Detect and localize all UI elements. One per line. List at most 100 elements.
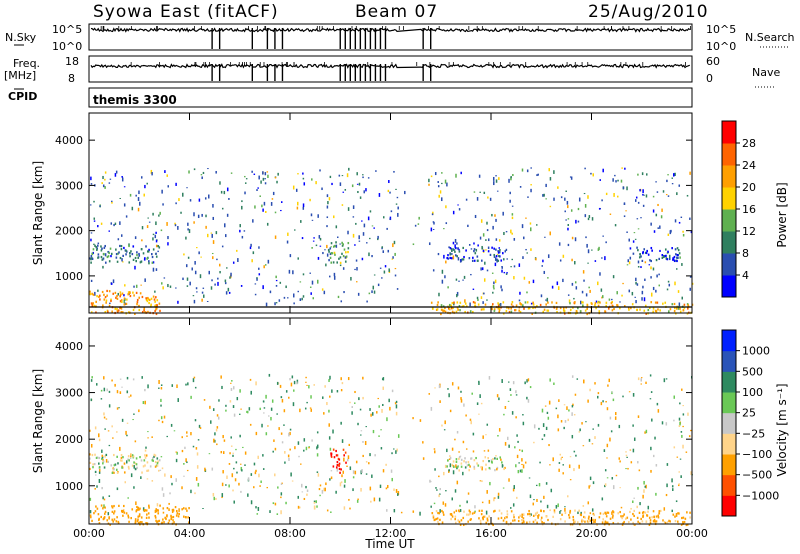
echo-pixel xyxy=(644,431,646,434)
y-tick-label: 3000 xyxy=(55,387,83,400)
echo-pixel xyxy=(366,300,368,303)
echo-pixel xyxy=(439,487,441,491)
echo-pixel xyxy=(652,307,655,310)
echo-pixel xyxy=(455,509,458,512)
echo-pixel xyxy=(404,190,406,195)
echo-pixel xyxy=(452,460,455,463)
echo-pixel xyxy=(644,511,647,514)
echo-pixel xyxy=(654,309,657,313)
echo-pixel xyxy=(601,257,603,259)
echo-pixel xyxy=(678,302,681,307)
echo-pixel xyxy=(103,412,105,416)
echo-pixel xyxy=(546,297,549,302)
echo-pixel xyxy=(492,225,494,230)
echo-pixel xyxy=(652,310,654,313)
echo-pixel xyxy=(465,414,467,417)
colorbar-swatch xyxy=(722,412,736,434)
echo-pixel xyxy=(562,309,565,312)
echo-pixel xyxy=(244,182,247,184)
echo-pixel xyxy=(642,193,644,196)
echo-pixel xyxy=(673,309,676,313)
echo-pixel xyxy=(591,217,594,221)
echo-pixel xyxy=(96,456,99,459)
echo-pixel xyxy=(362,174,364,176)
echo-pixel xyxy=(155,244,158,248)
echo-pixel xyxy=(472,450,475,453)
echo-pixel xyxy=(593,520,595,523)
echo-pixel xyxy=(347,455,350,460)
echo-pixel xyxy=(135,463,138,466)
echo-pixel xyxy=(289,431,291,436)
echo-pixel xyxy=(164,170,166,173)
echo-pixel xyxy=(495,175,497,177)
echo-pixel xyxy=(332,448,335,451)
echo-pixel xyxy=(155,510,158,513)
echo-pixel xyxy=(678,471,680,473)
echo-pixel xyxy=(606,457,608,459)
echo-pixel xyxy=(222,470,224,474)
echo-pixel xyxy=(632,393,635,397)
echo-pixel xyxy=(355,460,358,464)
echo-pixel xyxy=(154,509,157,513)
echo-pixel xyxy=(194,260,196,265)
echo-pixel xyxy=(120,307,123,310)
echo-pixel xyxy=(138,252,140,256)
echo-pixel xyxy=(444,275,446,279)
echo-pixel xyxy=(654,301,657,304)
echo-pixel xyxy=(449,455,451,457)
echo-pixel xyxy=(451,447,454,451)
echo-pixel xyxy=(487,520,489,523)
echo-pixel xyxy=(608,298,611,301)
velocity-colorbar-tick-label: 500 xyxy=(742,365,763,378)
echo-pixel xyxy=(500,285,502,289)
echo-pixel xyxy=(473,465,476,468)
echo-pixel xyxy=(641,172,644,176)
echo-pixel xyxy=(559,510,561,514)
echo-pixel xyxy=(236,249,238,252)
echo-pixel xyxy=(482,249,485,252)
echo-pixel xyxy=(185,507,187,510)
echo-pixel xyxy=(98,462,100,465)
echo-pixel xyxy=(507,307,510,310)
power-colorbar-tick-label: 20 xyxy=(742,181,756,194)
echo-pixel xyxy=(169,285,172,288)
echo-pixel xyxy=(303,182,306,186)
echo-pixel xyxy=(123,297,126,300)
echo-pixel xyxy=(185,458,187,462)
echo-pixel xyxy=(453,465,455,468)
echo-pixel xyxy=(455,254,457,257)
echo-pixel xyxy=(466,513,468,516)
echo-pixel xyxy=(136,520,139,523)
echo-pixel xyxy=(93,304,96,307)
echo-pixel xyxy=(549,177,552,181)
echo-pixel xyxy=(623,513,625,516)
echo-pixel xyxy=(145,245,147,248)
echo-pixel xyxy=(626,186,628,191)
echo-pixel xyxy=(239,389,241,393)
echo-pixel xyxy=(611,477,614,480)
echo-pixel xyxy=(530,184,532,186)
echo-pixel xyxy=(674,519,677,523)
echo-pixel xyxy=(671,303,674,306)
echo-pixel xyxy=(628,261,631,265)
echo-pixel xyxy=(486,229,489,232)
echo-pixel xyxy=(452,210,455,215)
echo-pixel xyxy=(686,511,688,514)
echo-pixel xyxy=(496,253,499,255)
velocity-heatmap-data xyxy=(89,373,693,527)
echo-pixel xyxy=(123,471,126,474)
echo-pixel xyxy=(240,490,242,493)
echo-pixel xyxy=(98,522,101,525)
echo-pixel xyxy=(207,167,209,170)
echo-pixel xyxy=(549,464,551,466)
echo-pixel xyxy=(549,231,551,236)
echo-pixel xyxy=(221,385,223,390)
echo-pixel xyxy=(671,247,673,250)
echo-pixel xyxy=(175,509,178,513)
echo-pixel xyxy=(350,276,352,281)
echo-pixel xyxy=(244,451,247,455)
echo-pixel xyxy=(637,260,640,264)
echo-pixel xyxy=(124,481,127,484)
echo-pixel xyxy=(646,249,648,253)
echo-pixel xyxy=(103,498,106,501)
